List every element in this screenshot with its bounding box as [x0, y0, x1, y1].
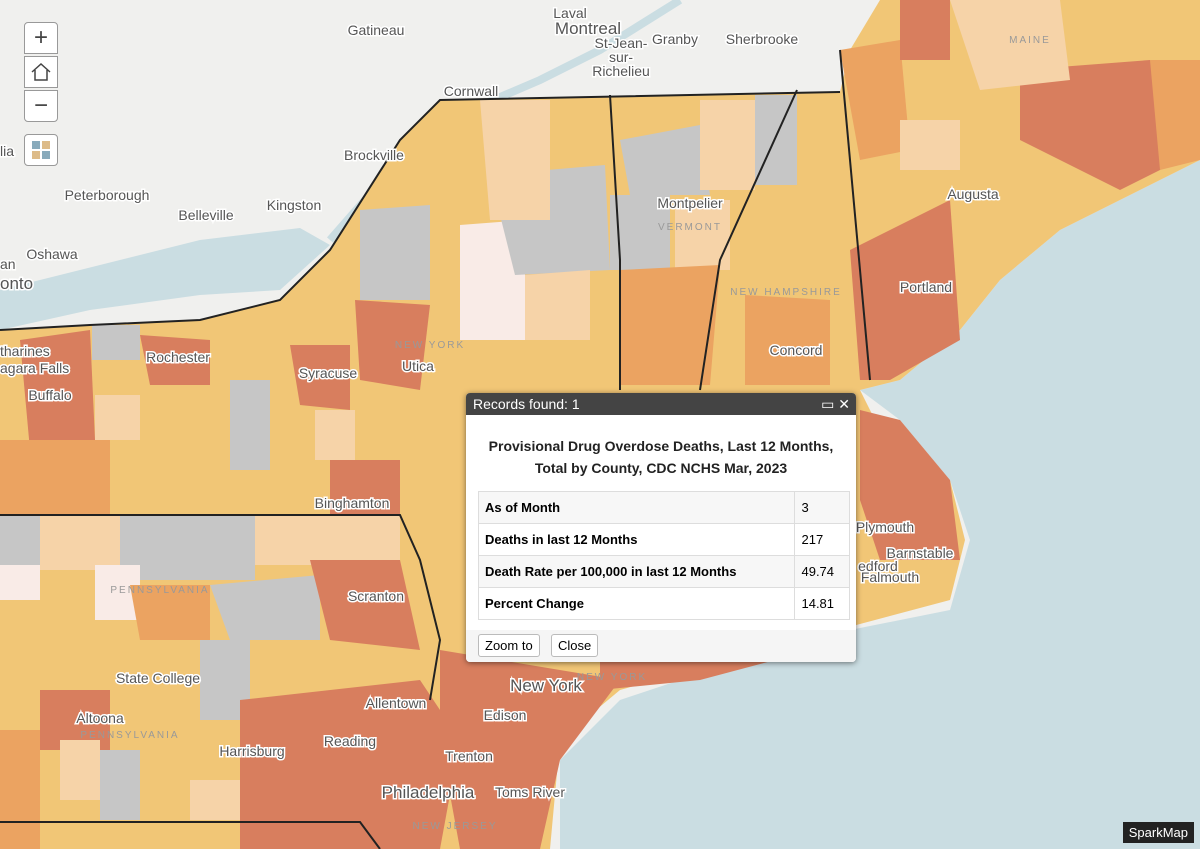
- place-label: Harrisburg: [219, 743, 284, 759]
- state-label: PENNSYLVANIA: [110, 585, 209, 596]
- zoom-out[interactable]: −: [24, 90, 58, 122]
- place-label: Montpelier: [657, 195, 723, 211]
- place-label: State College: [116, 670, 200, 686]
- records-found: Records found: 1: [473, 396, 580, 412]
- place-label: Philadelphia: [382, 783, 475, 802]
- state-label: NEW YORK: [577, 672, 647, 683]
- place-label: Falmouth: [861, 569, 919, 585]
- place-label: onto: [0, 274, 33, 293]
- place-label: sur-: [609, 49, 633, 65]
- grid-icon: [32, 141, 50, 159]
- place-label: Gatineau: [348, 22, 405, 38]
- place-label: Granby: [652, 31, 698, 47]
- place-label: Plymouth: [856, 519, 914, 535]
- place-label: Montreal: [555, 19, 621, 38]
- table-row: Death Rate per 100,000 in last 12 Months…: [477, 555, 850, 588]
- attribute-table: As of Month 3 Deaths in last 12 Months 217 D…: [477, 491, 850, 620]
- state-label: VERMONT: [658, 222, 722, 233]
- place-labels: Laval Montreal St-Jean- sur- Richelieu G…: [0, 4, 1051, 833]
- place-label: Concord: [770, 342, 823, 358]
- table-row: Deaths in last 12 Months 217: [477, 523, 850, 556]
- ocean: [560, 160, 1200, 849]
- place-label: Allentown: [366, 695, 427, 711]
- place-label: Rochester: [146, 349, 210, 365]
- table-row: As of Month 3: [477, 491, 850, 524]
- state-label: NEW YORK: [395, 340, 465, 351]
- home-icon: [31, 62, 51, 81]
- field-value: 3: [794, 491, 850, 524]
- place-label: Belleville: [178, 207, 233, 223]
- place-label: Altoona: [76, 710, 124, 726]
- field-name: Death Rate per 100,000 in last 12 Months: [477, 555, 796, 588]
- state-label: MAINE: [1009, 35, 1051, 46]
- basemap-toggle[interactable]: [24, 134, 58, 166]
- place-label: Sherbrooke: [726, 31, 799, 47]
- place-label: Oshawa: [26, 246, 78, 262]
- place-label: Cornwall: [444, 83, 498, 99]
- field-value: 49.74: [794, 555, 850, 588]
- place-label: agara Falls: [0, 360, 69, 376]
- table-row: Percent Change 14.81: [477, 587, 850, 620]
- popup-title: Provisional Drug Overdose Deaths, Last 1…: [488, 438, 834, 476]
- place-label: Edison: [484, 707, 527, 723]
- place-label: Augusta: [947, 186, 999, 202]
- place-label: Syracuse: [299, 365, 358, 381]
- state-label: NEW JERSEY: [412, 821, 497, 832]
- place-label: Toms River: [495, 784, 565, 800]
- zoom-in[interactable]: +: [24, 22, 58, 54]
- lake-ontario: [0, 228, 330, 330]
- place-label: New York: [510, 676, 582, 695]
- place-label: Scranton: [348, 588, 404, 604]
- state-label: NEW HAMPSHIRE: [730, 287, 842, 298]
- home[interactable]: [24, 56, 58, 88]
- field-value: 14.81: [794, 587, 850, 620]
- field-name: Percent Change: [477, 587, 796, 620]
- field-name: As of Month: [477, 491, 796, 524]
- place-label: Buffalo: [28, 387, 72, 403]
- place-label: edford: [858, 558, 898, 574]
- field-name: Deaths in last 12 Months: [477, 523, 796, 556]
- place-label: Laval: [553, 5, 586, 21]
- place-label: Brockville: [344, 147, 404, 163]
- place-label: Peterborough: [65, 187, 150, 203]
- place-label: Richelieu: [592, 63, 650, 79]
- place-label: an: [0, 256, 16, 272]
- place-label: Binghamton: [315, 495, 390, 511]
- place-label: tharines: [0, 343, 50, 359]
- place-label: Reading: [324, 733, 376, 749]
- popup-header: Records found: 1 ▭ ✕: [466, 393, 856, 415]
- attribution: SparkMap: [1122, 822, 1194, 843]
- place-label: Kingston: [267, 197, 321, 213]
- place-label: Trenton: [445, 748, 493, 764]
- close-button[interactable]: Close: [551, 634, 599, 657]
- popup-footer: Zoom to Close: [466, 630, 856, 662]
- field-value: 217: [794, 523, 850, 556]
- state-borders: [0, 49, 871, 849]
- popup-window-controls[interactable]: ▭ ✕: [821, 396, 850, 412]
- zoom-to-button[interactable]: Zoom to: [478, 634, 540, 657]
- place-label: Portland: [900, 279, 952, 295]
- place-label: lia: [0, 143, 14, 159]
- state-label: PENNSYLVANIA: [80, 730, 179, 741]
- place-label: St-Jean-: [595, 35, 648, 51]
- popup: Records found: 1 ▭ ✕ Provisional Drug Ove…: [466, 393, 856, 662]
- place-label: Barnstable: [887, 545, 954, 561]
- place-label: Utica: [402, 358, 434, 374]
